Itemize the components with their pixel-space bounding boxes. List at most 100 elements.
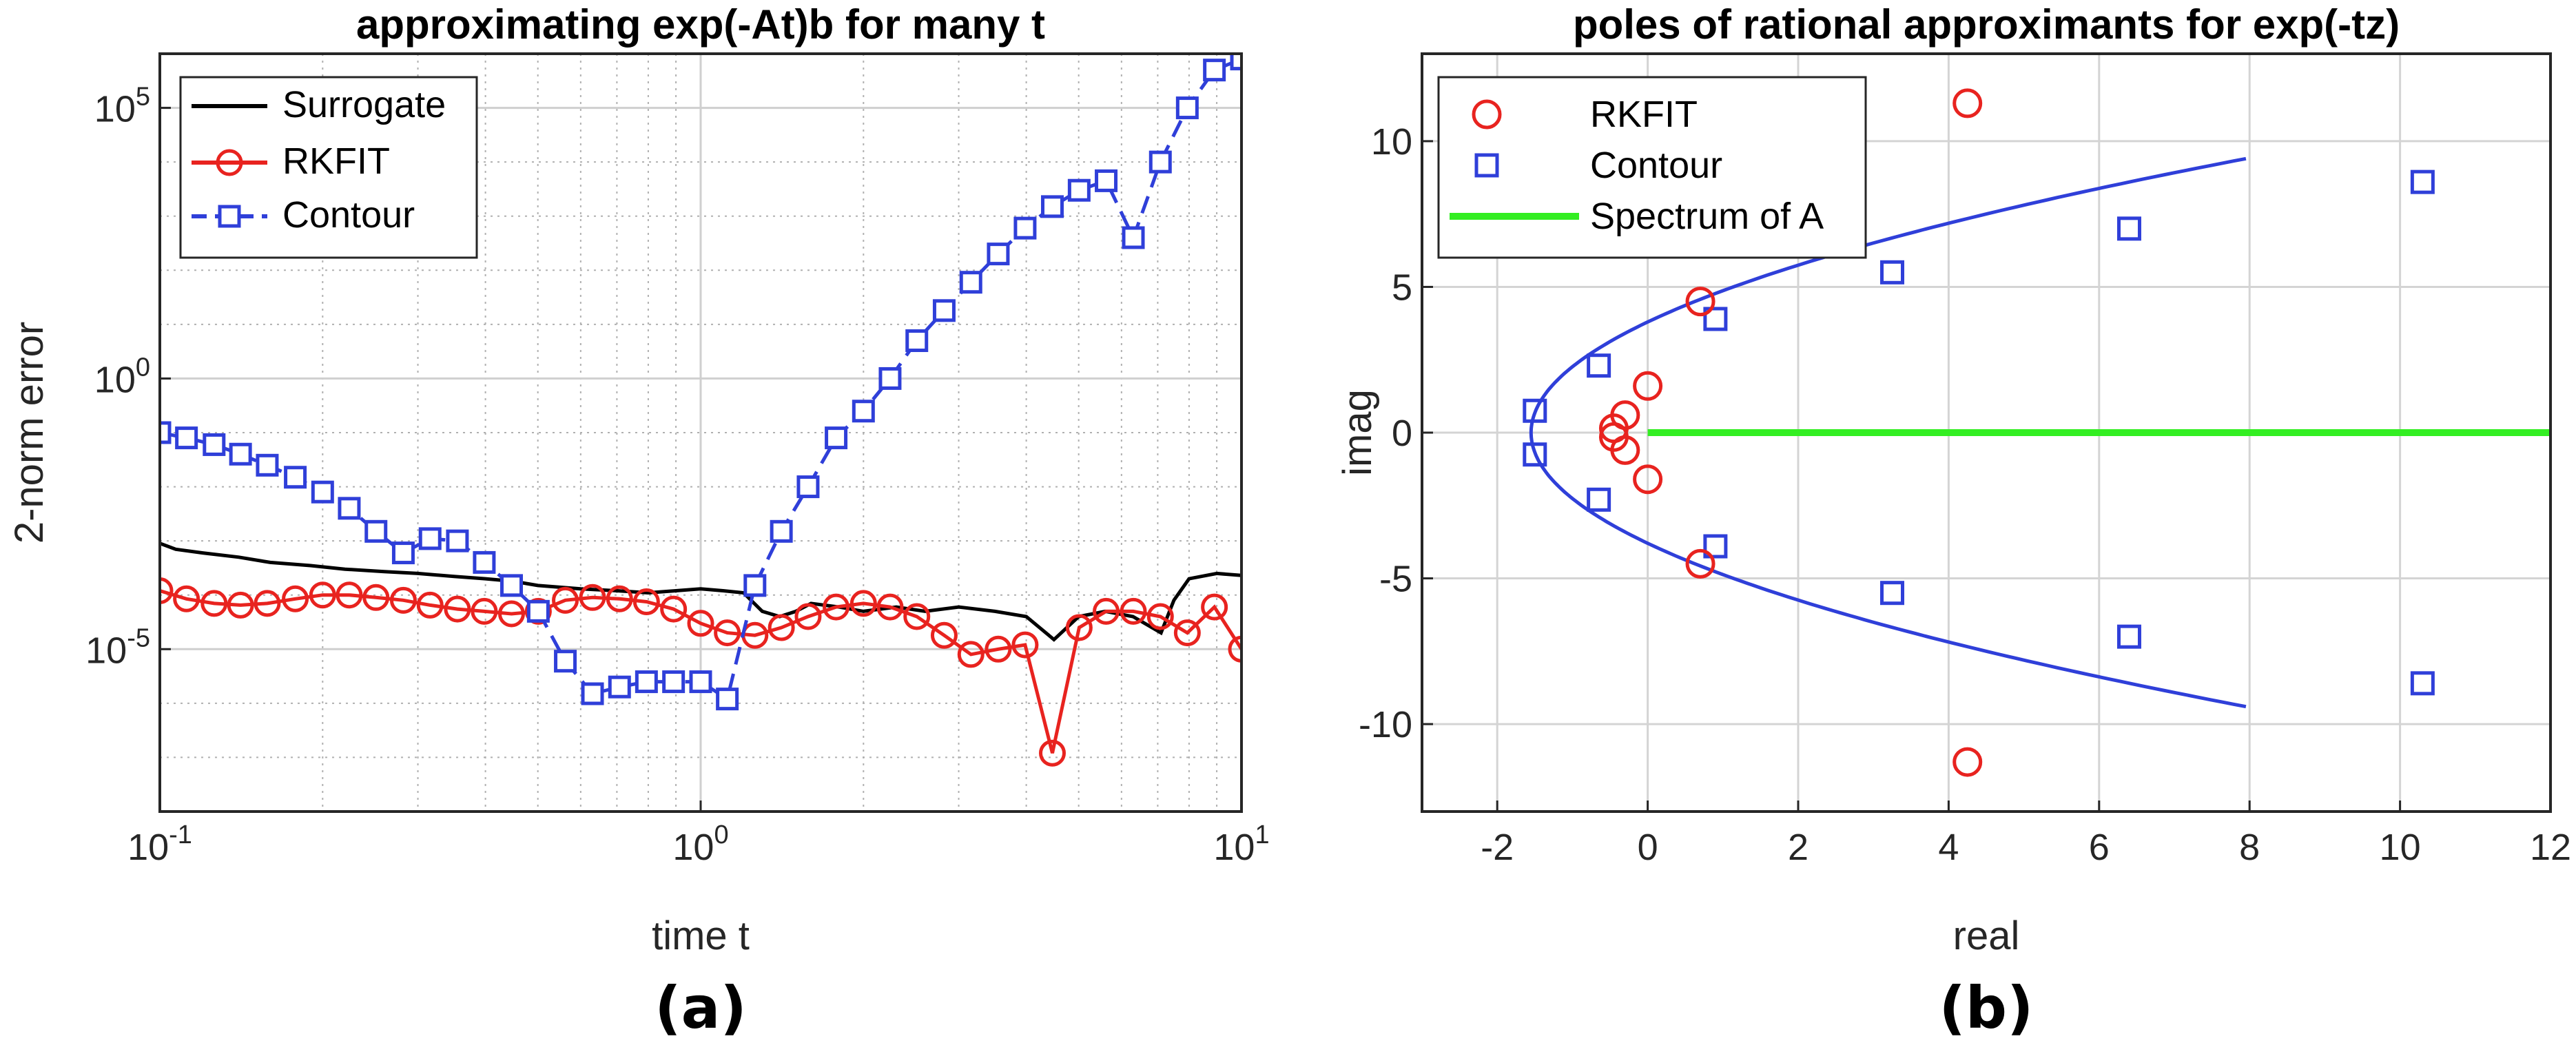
contour-point [526,599,550,623]
contour-point [852,400,875,423]
rkfit-point [714,619,741,647]
y-tick-label-exp: 5 [136,83,150,112]
y-tick-label-base: 10 [85,630,127,671]
contour-point [635,670,658,694]
y-tick-label: -5 [1379,559,1412,600]
contour-point [1013,216,1037,240]
legend-rkfit-label: RKFIT [1590,94,1698,135]
x-tick-label: 10-1 [127,820,192,868]
rkfit-point [903,603,931,630]
rkfit-point [524,597,552,625]
contour-point [1122,226,1145,249]
legend-contour-swatch [1474,153,1499,178]
rkfit-point [1038,739,1066,767]
rkfit-point [606,585,633,612]
x-tick-label: 2 [1788,827,1809,868]
y-tick-label-exp: -5 [127,623,150,652]
rkfit-point [1228,635,1241,663]
rkfit-point [767,614,795,641]
contour-point [203,433,226,456]
contour-point [499,574,523,597]
rkfit-point [1065,614,1093,641]
contour-point [825,426,848,450]
rkfit-point [1093,597,1120,625]
rkfit-point [687,610,714,637]
rkfit-point [632,588,660,616]
legend-rkfit-swatch-marker [216,149,243,176]
panel-a-legend: Surrogate RKFIT Contour [179,76,478,259]
rkfit-pole [1633,371,1663,401]
panel-b-label: (b) [1939,974,2034,1042]
panel-a-plot-area [160,54,1241,767]
legend-contour-swatch-marker [218,205,241,228]
x-tick-label-base: 10 [127,827,169,868]
contour-point [1095,169,1118,192]
contour-point [473,550,496,574]
rkfit-point [282,585,309,612]
rkfit-line [160,589,1241,754]
rkfit-point [930,621,958,649]
contour-point [229,442,252,466]
x-tick-label: 101 [1213,820,1269,868]
rkfit-point [471,597,498,625]
rkfit-point [876,593,904,621]
contour-point [932,299,956,322]
contour-point [311,480,334,504]
x-tick-label-base: 10 [1213,827,1255,868]
contour-point [338,497,361,520]
contour-point [581,682,604,705]
contour-point [364,519,388,543]
rkfit-pole [1598,413,1629,444]
rkfit-point [200,590,228,617]
contour-point [446,529,469,553]
x-tick-label: 12 [2530,827,2571,868]
x-tick-label: 100 [672,820,728,868]
x-tick-label: -2 [1481,827,1514,868]
contour-pole [2116,624,2141,649]
x-tick-label: 10 [2380,827,2421,868]
rkfit-pole [1685,287,1715,317]
rkfit-point [309,581,336,609]
contour-point [418,527,442,550]
surrogate-line [160,541,1241,642]
legend-contour-label: Contour [1590,145,1722,186]
rkfit-point [1146,603,1174,630]
x-tick-label: 8 [2239,827,2260,868]
contour-pole [1880,581,1904,606]
contour-point [1230,54,1241,71]
contour-point [256,453,279,477]
x-tick-label: 4 [1938,827,1959,868]
rkfit-point [1201,593,1228,621]
rkfit-point [160,577,174,604]
rkfit-point [1120,597,1147,625]
contour-point [1067,178,1091,202]
rkfit-point [444,595,471,623]
contour-pole [2410,671,2435,696]
contour-pole [1523,442,1547,467]
y-tick-label: -10 [1359,704,1412,745]
panel-b-title: poles of rational approximants for exp(-… [1573,1,2400,48]
contour-pole [2116,216,2141,241]
y-tick-label: 0 [1392,413,1412,454]
rkfit-point [985,635,1012,663]
panel-b-legend-box [1437,76,1867,259]
panel-b-xlabel: real [1953,913,2020,958]
contour-point [905,329,929,353]
rkfit-point [416,591,444,619]
panel-b-legend: RKFIT Contour Spectrum of A [1437,76,1867,259]
contour-point [716,688,739,711]
contour-point [743,574,767,597]
contour-point [1148,150,1172,174]
contour-pole [1523,398,1547,423]
x-tick-label-base: 10 [672,827,714,868]
contour-point [391,541,415,565]
panel-b-ticks: -2 0 2 4 6 8 10 12 -10 -5 0 5 10 [1359,121,2571,868]
contour-point [662,670,686,694]
contour-pole [1587,487,1611,512]
y-tick-label: 10 [1371,121,1412,163]
rkfit-point [849,590,877,617]
rkfit-point [362,584,390,611]
rkfit-point [794,603,822,630]
y-tick-label: 105 [94,83,150,130]
